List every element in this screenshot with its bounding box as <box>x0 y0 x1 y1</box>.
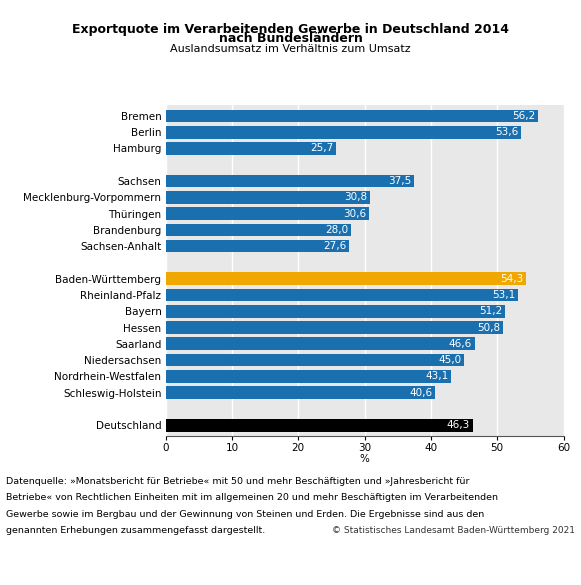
Text: nach Bundesländern: nach Bundesländern <box>218 32 363 45</box>
Text: 30,8: 30,8 <box>344 192 367 202</box>
Text: 37,5: 37,5 <box>389 176 412 186</box>
Bar <box>166 354 464 366</box>
Text: 50,8: 50,8 <box>477 322 500 332</box>
Text: 56,2: 56,2 <box>512 111 536 121</box>
Text: Auslandsumsatz im Verhältnis zum Umsatz: Auslandsumsatz im Verhältnis zum Umsatz <box>170 44 411 54</box>
Bar <box>166 109 539 122</box>
Bar <box>166 386 435 399</box>
Text: 40,6: 40,6 <box>409 388 432 398</box>
Bar <box>166 126 521 139</box>
Bar <box>166 288 518 301</box>
Text: 46,3: 46,3 <box>447 420 470 430</box>
Text: 45,0: 45,0 <box>438 355 461 365</box>
Text: Datenquelle: »Monatsbericht für Betriebe« mit 50 und mehr Beschäftigten und »Jah: Datenquelle: »Monatsbericht für Betriebe… <box>6 477 469 486</box>
Text: © Statistisches Landesamt Baden-Württemberg 2021: © Statistisches Landesamt Baden-Württemb… <box>332 526 575 535</box>
Bar <box>166 175 414 187</box>
Text: 46,6: 46,6 <box>449 339 472 349</box>
Bar <box>166 321 503 334</box>
Text: 51,2: 51,2 <box>479 307 503 316</box>
Text: 27,6: 27,6 <box>323 241 346 251</box>
Text: 54,3: 54,3 <box>500 274 523 284</box>
Bar <box>166 191 370 204</box>
Bar <box>166 240 349 253</box>
Text: Betriebe« von Rechtlichen Einheiten mit im allgemeinen 20 und mehr Beschäftigten: Betriebe« von Rechtlichen Einheiten mit … <box>6 493 498 502</box>
Text: Exportquote im Verarbeitenden Gewerbe in Deutschland 2014: Exportquote im Verarbeitenden Gewerbe in… <box>72 23 509 36</box>
Bar <box>166 207 368 220</box>
Text: 25,7: 25,7 <box>310 143 333 153</box>
Text: 30,6: 30,6 <box>343 209 366 219</box>
Bar <box>166 419 473 432</box>
Bar <box>166 305 505 318</box>
Text: 53,6: 53,6 <box>495 127 518 137</box>
Bar <box>166 370 451 383</box>
Bar <box>166 273 526 285</box>
Text: genannten Erhebungen zusammengefasst dargestellt.: genannten Erhebungen zusammengefasst dar… <box>6 526 265 535</box>
Text: 28,0: 28,0 <box>325 225 349 235</box>
Text: 43,1: 43,1 <box>425 371 449 381</box>
Bar <box>166 338 475 350</box>
Bar <box>166 223 352 236</box>
Text: Gewerbe sowie im Bergbau und der Gewinnung von Steinen und Erden. Die Ergebnisse: Gewerbe sowie im Bergbau und der Gewinnu… <box>6 510 484 518</box>
Text: 53,1: 53,1 <box>492 290 515 300</box>
Bar <box>166 142 336 155</box>
X-axis label: %: % <box>360 454 370 464</box>
